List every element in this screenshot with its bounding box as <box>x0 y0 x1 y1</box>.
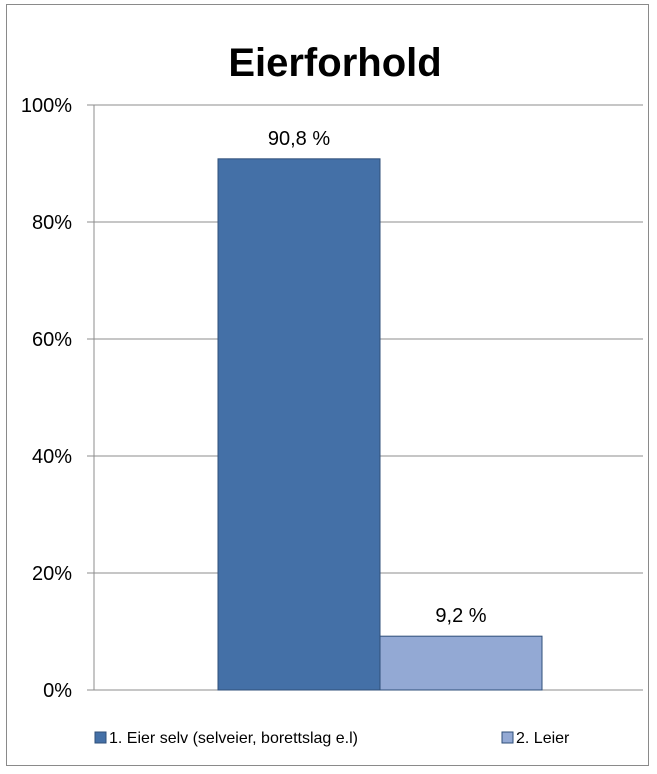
bars <box>217 158 543 691</box>
y-tick-label: 0% <box>43 680 72 702</box>
legend-swatch <box>501 731 514 744</box>
chart-title: Eierforhold <box>228 41 441 85</box>
legend: 1. Eier selv (selveier, borettslag e.l) 2… <box>94 730 570 747</box>
y-tick-label: 60% <box>32 329 72 351</box>
y-tick-label: 40% <box>32 446 72 468</box>
data-label: 9,2 % <box>435 605 486 627</box>
bar <box>379 635 543 691</box>
legend-label: 1. Eier selv (selveier, borettslag e.l) <box>109 730 358 747</box>
y-axis: 0% 20% 40% 60% 80% 100% <box>21 95 643 702</box>
y-tick-label: 20% <box>32 563 72 585</box>
y-tick-label: 100% <box>21 95 72 117</box>
y-tick-label: 80% <box>32 212 72 234</box>
legend-label: 2. Leier <box>516 730 570 747</box>
data-labels: 90,8 % 9,2 % <box>268 128 487 627</box>
legend-swatch <box>94 731 107 744</box>
data-label: 90,8 % <box>268 128 330 150</box>
bar <box>217 158 381 691</box>
